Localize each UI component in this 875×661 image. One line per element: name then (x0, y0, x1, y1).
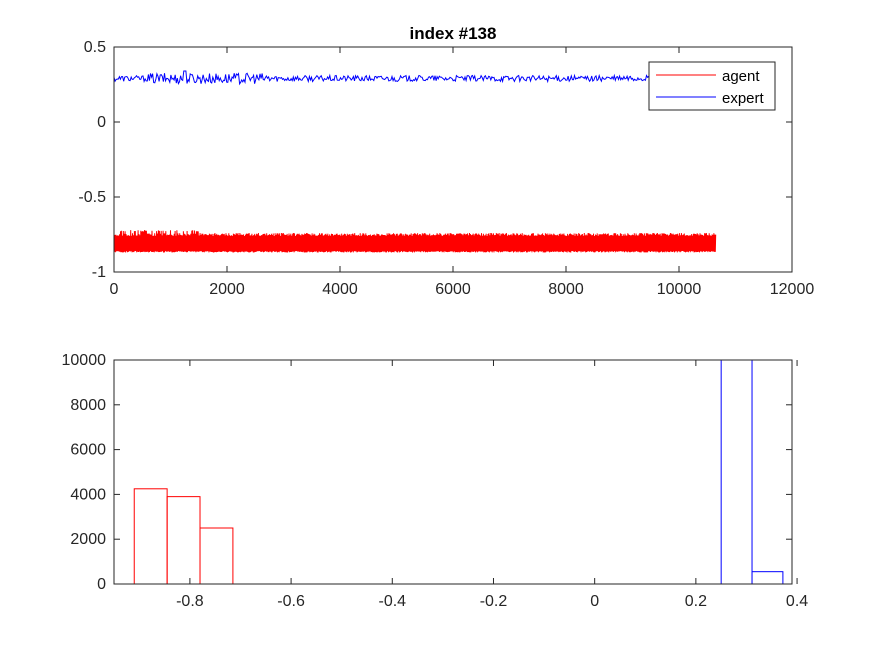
time-series-x-tick-label: 0 (110, 281, 119, 298)
agent-series-path (113, 230, 717, 253)
legend-expert-label: expert (722, 90, 765, 107)
histogram-y-tick-label: 0 (97, 576, 106, 593)
time-series-y-tick-label: -1 (92, 264, 106, 281)
legend: agent expert (648, 61, 776, 111)
agent-line (113, 230, 717, 253)
histogram-x-tick-label: 0.4 (786, 593, 808, 610)
time-series-y-tick-label: -0.5 (78, 189, 106, 206)
time-series-x-tick-label: 10000 (657, 281, 702, 298)
time-series-x-tick-label: 6000 (435, 281, 471, 298)
histogram-x-tick-label: 0 (590, 593, 599, 610)
chart-title: index #138 (410, 24, 497, 43)
histogram-y-tick-label: 2000 (70, 531, 106, 548)
histogram-axes-frame (113, 359, 793, 585)
legend-box (648, 61, 776, 111)
histogram-x-tick-label: -0.8 (176, 593, 204, 610)
time-series-x-tick-label: 2000 (209, 281, 245, 298)
histogram-y-tick-label: 10000 (62, 352, 107, 369)
time-series-x-tick-label: 4000 (322, 281, 358, 298)
histogram-axes-ticks: -0.8 -0.6 -0.4 -0.2 0 0.2 0.4 0 2000 4000 6000 8000… (62, 352, 809, 610)
histogram-plot: -0.8 -0.6 -0.4 -0.2 0 0.2 0.4 0 2000 4000 6000 8000… (62, 352, 809, 610)
time-series-plot: 0 2000 4000 6000 8000 10000 12000 -1 -0.5 0 0.5 in… (78, 24, 814, 298)
expert-line (113, 70, 652, 86)
histogram-x-tick-label: -0.4 (378, 593, 406, 610)
histogram-y-tick-label: 8000 (70, 397, 106, 414)
time-series-axes-ticks: 0 2000 4000 6000 8000 10000 12000 -1 -0.5 0 0.5 (78, 39, 814, 298)
histogram-x-tick-label: -0.2 (480, 593, 508, 610)
histogram-y-tick-label: 4000 (70, 486, 106, 503)
time-series-y-tick-label: 0.5 (84, 39, 106, 56)
time-series-x-tick-label: 12000 (770, 281, 815, 298)
expert-series-path (113, 70, 652, 86)
histogram-y-tick-label: 6000 (70, 442, 106, 459)
histogram-x-tick-label: 0.2 (685, 593, 707, 610)
histogram-axes-background (114, 360, 792, 584)
legend-agent-label: agent (722, 68, 760, 85)
time-series-x-tick-label: 8000 (548, 281, 584, 298)
histogram-x-tick-label: -0.6 (277, 593, 305, 610)
time-series-y-tick-label: 0 (97, 114, 106, 131)
time-series-axes-frame (113, 46, 793, 273)
